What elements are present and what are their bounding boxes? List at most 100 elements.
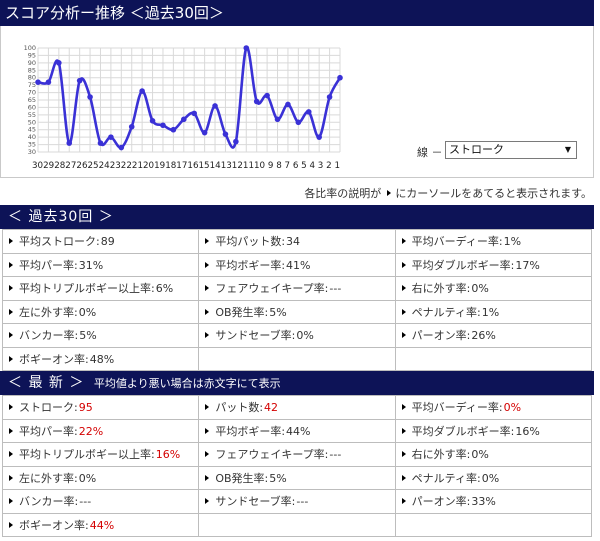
triangle-marker-icon[interactable]: [205, 427, 210, 434]
latest-title: ＜ 最 新 ＞: [8, 375, 85, 391]
y-tick-label: 35: [28, 141, 36, 149]
stat-cell[interactable]: 平均パット数:34: [198, 229, 396, 254]
triangle-marker-icon[interactable]: [401, 404, 406, 411]
stat-cell[interactable]: 左に外す率:0%: [1, 299, 200, 324]
triangle-marker-icon[interactable]: [401, 285, 406, 292]
data-point: [56, 60, 62, 66]
stat-value: 95: [78, 401, 93, 415]
stat-cell[interactable]: 平均パー率:31%: [1, 252, 200, 277]
triangle-marker-icon[interactable]: [9, 285, 13, 292]
triangle-marker-icon[interactable]: [9, 355, 13, 362]
chevron-down-icon[interactable]: ▼: [564, 145, 571, 154]
stat-cell[interactable]: 平均ダブルボギー率:16%: [394, 418, 593, 443]
stat-cell[interactable]: 平均ダブルボギー率:17%: [394, 252, 593, 277]
triangle-marker-icon[interactable]: [9, 332, 13, 339]
triangle-marker-icon[interactable]: [205, 285, 210, 292]
stat-cell[interactable]: 右に外す率:0%: [394, 276, 593, 301]
stat-value: 22%: [78, 424, 104, 438]
y-tick-label: 85: [28, 66, 36, 74]
triangle-marker-icon[interactable]: [205, 308, 210, 315]
table-row: ボギーオン率:48%: [1, 346, 593, 371]
triangle-marker-icon[interactable]: [9, 427, 13, 434]
data-point: [45, 79, 52, 85]
triangle-marker-icon[interactable]: [205, 404, 210, 411]
stat-cell[interactable]: ペナルティ率:1%: [394, 299, 593, 324]
stat-label: OB発生率:: [215, 305, 269, 319]
help-text: 各比率の説明が にカーソールをあてると表示されます。: [304, 185, 592, 201]
stat-value: 26%: [471, 329, 496, 343]
triangle-marker-icon[interactable]: [9, 474, 13, 481]
triangle-marker-icon[interactable]: [205, 238, 210, 245]
stat-cell[interactable]: パット数:42: [198, 395, 396, 420]
stat-cell[interactable]: 平均パー率:22%: [1, 418, 200, 443]
triangle-marker-icon[interactable]: [401, 308, 406, 315]
stat-cell[interactable]: パーオン率:26%: [394, 323, 593, 348]
stat-cell[interactable]: フェアウェイキープ率:---: [198, 276, 396, 301]
triangle-marker-icon[interactable]: [9, 404, 13, 411]
stat-cell[interactable]: 平均ボギー率:44%: [198, 418, 396, 443]
stat-cell[interactable]: ストローク:95: [1, 395, 200, 420]
data-point: [180, 116, 187, 123]
stat-cell[interactable]: OB発生率:5%: [198, 299, 396, 324]
stat-cell[interactable]: 平均トリプルボギー以上率:6%: [1, 276, 200, 301]
data-point: [201, 129, 208, 136]
table-row: バンカー率:5% サンドセーブ率:0% パーオン率:26%: [1, 323, 593, 348]
stat-label: フェアウェイキープ率:: [215, 448, 329, 462]
stat-cell[interactable]: 平均バーディー率:0%: [394, 395, 593, 420]
stat-cell[interactable]: ペナルティ率:0%: [394, 465, 593, 490]
stat-cell[interactable]: サンドセーブ率:0%: [198, 323, 396, 348]
stat-cell[interactable]: 平均トリプルボギー以上率:16%: [1, 442, 200, 467]
stat-cell[interactable]: 平均ストローク:89: [1, 229, 200, 254]
stat-label: 平均トリプルボギー以上率:: [19, 282, 155, 296]
triangle-marker-icon[interactable]: [205, 474, 210, 481]
stat-cell[interactable]: ボギーオン率:44%: [1, 512, 200, 537]
line-select[interactable]: ストローク ▼: [445, 141, 577, 159]
stat-cell[interactable]: 左に外す率:0%: [1, 465, 200, 490]
stat-cell[interactable]: 右に外す率:0%: [394, 442, 593, 467]
data-point: [87, 94, 93, 100]
triangle-marker-icon[interactable]: [205, 261, 210, 268]
triangle-marker-icon[interactable]: [401, 451, 406, 458]
stat-label: バンカー率:: [19, 329, 79, 343]
triangle-marker-icon[interactable]: [205, 332, 210, 339]
stat-cell[interactable]: サンドセーブ率:---: [198, 489, 396, 514]
stat-cell[interactable]: バンカー率:---: [1, 489, 200, 514]
triangle-marker-icon[interactable]: [9, 238, 13, 245]
stat-cell[interactable]: フェアウェイキープ率:---: [198, 442, 396, 467]
x-tick-labels: 3029282726252423222120191817161514131211…: [32, 161, 340, 171]
table-row: 平均パー率:31% 平均ボギー率:41% 平均ダブルボギー率:17%: [1, 252, 593, 277]
stat-value: 33%: [471, 495, 496, 509]
stat-value: 44%: [89, 518, 115, 532]
triangle-marker-icon[interactable]: [205, 451, 210, 458]
y-tick-label: 65: [28, 96, 36, 104]
past30-stats-table: 平均ストローク:89 平均パット数:34 平均バーディー率:1% 平均パー率:31% 平…: [1, 229, 593, 371]
stat-cell[interactable]: OB発生率:5%: [198, 465, 396, 490]
stat-cell[interactable]: ボギーオン率:48%: [1, 346, 200, 371]
triangle-marker-icon[interactable]: [9, 498, 13, 505]
data-point: [264, 92, 270, 99]
stat-cell[interactable]: 平均ボギー率:41%: [198, 252, 396, 277]
data-point: [66, 140, 73, 146]
triangle-marker-icon[interactable]: [9, 308, 13, 315]
triangle-marker-icon[interactable]: [401, 427, 406, 434]
data-point: [305, 109, 312, 115]
stat-label: ボギーオン率:: [19, 352, 89, 366]
y-tick-label: 100: [24, 44, 36, 52]
triangle-marker-icon[interactable]: [401, 238, 406, 245]
triangle-marker-icon[interactable]: [401, 261, 406, 268]
stat-value: ---: [296, 495, 309, 509]
triangle-marker-icon[interactable]: [401, 332, 406, 339]
triangle-marker-icon[interactable]: [9, 521, 13, 528]
stat-value: 0%: [78, 305, 97, 319]
triangle-marker-icon[interactable]: [9, 451, 13, 458]
stat-cell[interactable]: 平均バーディー率:1%: [394, 229, 593, 254]
past30-title: ＜ 過去30回 ＞: [8, 209, 114, 225]
triangle-marker-icon[interactable]: [401, 474, 406, 481]
triangle-marker-icon[interactable]: [205, 498, 210, 505]
table-row: 左に外す率:0% OB発生率:5% ペナルティ率:1%: [1, 299, 593, 324]
stat-cell[interactable]: パーオン率:33%: [394, 489, 593, 514]
triangle-marker-icon[interactable]: [401, 498, 406, 505]
triangle-marker-icon[interactable]: [9, 261, 13, 268]
stat-cell[interactable]: バンカー率:5%: [1, 323, 200, 348]
stat-label: サンドセーブ率:: [215, 329, 296, 343]
